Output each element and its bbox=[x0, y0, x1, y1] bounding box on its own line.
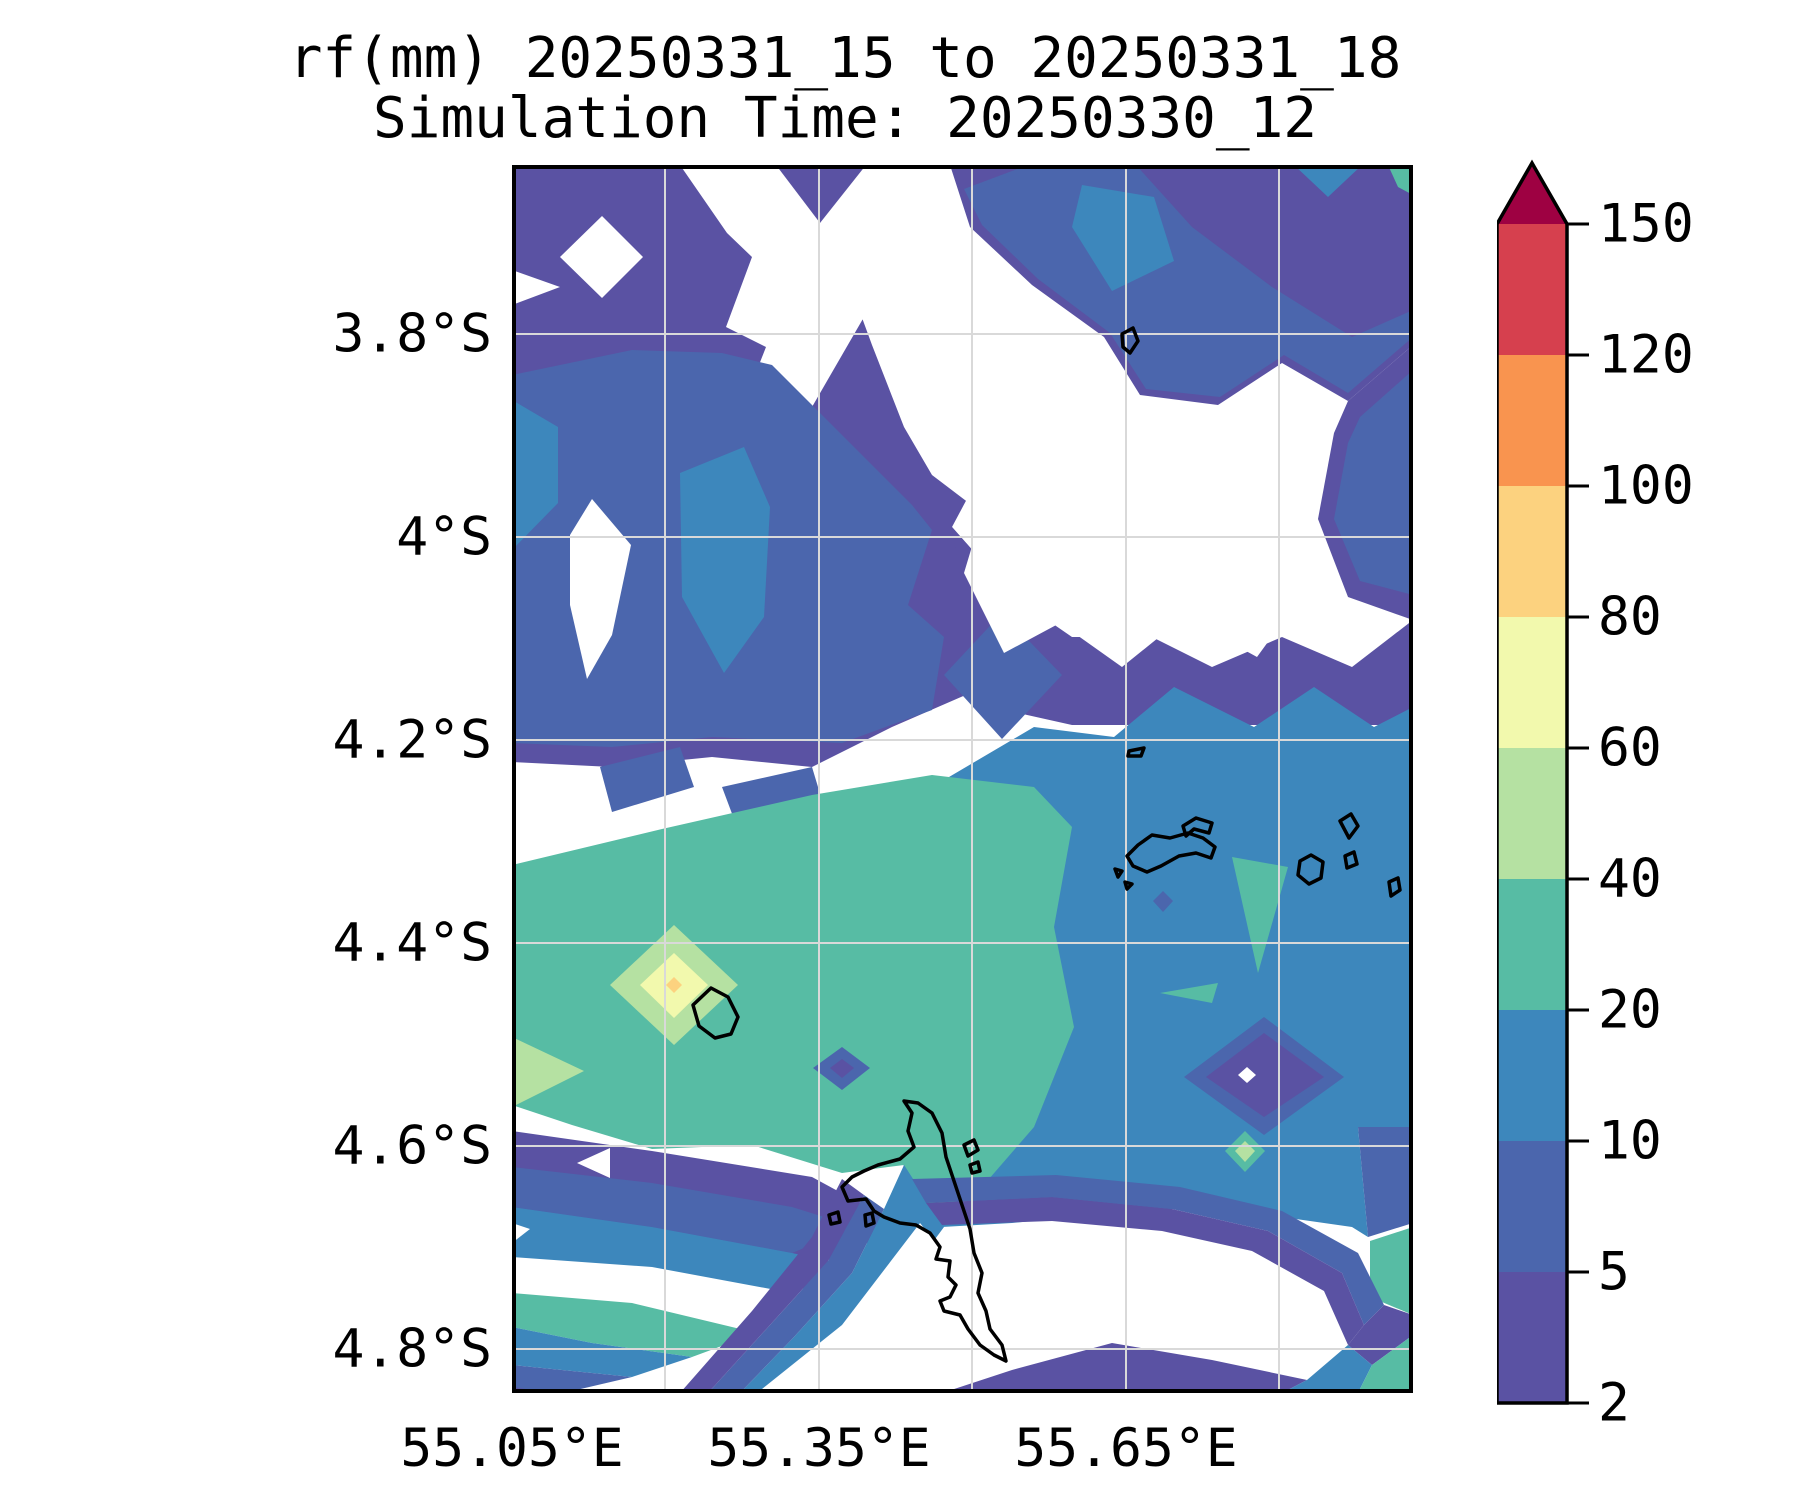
colorbar-segment bbox=[1497, 224, 1567, 356]
y-tick-label-5: 4.8°S bbox=[332, 1318, 492, 1380]
contour-region-80-100 bbox=[666, 977, 682, 993]
contour-region-2-5 bbox=[512, 165, 766, 413]
contour-region-5-10 bbox=[1153, 891, 1173, 912]
contour-region-lt2 bbox=[757, 1223, 1348, 1393]
coastline-felicite bbox=[1338, 812, 1360, 840]
colorbar-tick-label-2: 2 bbox=[1598, 1372, 1630, 1434]
coastline-silhouette bbox=[691, 986, 740, 1040]
colorbar-tick-label-80: 80 bbox=[1598, 586, 1662, 648]
coastline-north-island bbox=[1120, 326, 1140, 355]
colorbar-segment bbox=[1497, 355, 1567, 487]
x-tick-label-0: 55.05°E bbox=[400, 1418, 624, 1479]
colorbar-tick-label-100: 100 bbox=[1598, 455, 1694, 517]
coastline-east-islet bbox=[1387, 876, 1402, 898]
contour-region-2-5 bbox=[1206, 1033, 1324, 1117]
y-tick-label-3: 4.4°S bbox=[332, 912, 492, 974]
contour-region-20-40 bbox=[1388, 165, 1413, 195]
colorbar-segment bbox=[1497, 879, 1567, 1011]
map-frame bbox=[512, 165, 1413, 1393]
coastline-la-digue bbox=[1296, 853, 1325, 886]
colorbar-segment bbox=[1497, 1272, 1567, 1404]
colorbar-tick-label-5: 5 bbox=[1598, 1241, 1630, 1303]
colorbar-tick-label-60: 60 bbox=[1598, 717, 1662, 779]
contour-region-10-20 bbox=[512, 1207, 856, 1293]
plot-title: rf(mm) 20250331_15 to 20250331_18 bbox=[288, 26, 1402, 91]
colorbar-segment bbox=[1497, 1010, 1567, 1142]
contour-region-10-20 bbox=[512, 1327, 692, 1377]
coastline-mahe bbox=[840, 1099, 1008, 1363]
coastline-cousine bbox=[1123, 880, 1134, 891]
coastline-praslin bbox=[1125, 831, 1217, 874]
contour-region-lt2 bbox=[1238, 1067, 1256, 1083]
colorbar-tick-label-150: 150 bbox=[1598, 193, 1694, 255]
colorbar-segment bbox=[1497, 486, 1567, 618]
y-tick-label-2: 4.2°S bbox=[332, 709, 492, 771]
contour-region-10-20 bbox=[1282, 1345, 1372, 1393]
coastline-ste-anne bbox=[962, 1138, 980, 1158]
coastline-cerf bbox=[968, 1160, 982, 1175]
contour-region-5-10 bbox=[912, 1175, 1384, 1325]
contour-region-5-10 bbox=[1358, 1127, 1413, 1237]
contour-region-40-60 bbox=[512, 1037, 584, 1107]
contour-region-10-20 bbox=[680, 447, 770, 673]
colorbar-tick-label-10: 10 bbox=[1598, 1110, 1662, 1172]
contour-region-10-20 bbox=[1294, 165, 1362, 197]
plot-subtitle: Simulation Time: 20250330_12 bbox=[372, 86, 1318, 151]
contour-region-20-40 bbox=[512, 1293, 757, 1357]
colorbar-outline bbox=[1497, 159, 1569, 1405]
rainfall-contour-map bbox=[512, 165, 1413, 1393]
colorbar-segment bbox=[1497, 617, 1567, 749]
contour-region-lt2 bbox=[570, 499, 631, 679]
colorbar-extend-triangle bbox=[1497, 163, 1567, 224]
contour-region-5-10 bbox=[512, 1365, 632, 1391]
contour-region-20-40 bbox=[1160, 983, 1218, 1003]
contour-region-5-10 bbox=[600, 747, 694, 812]
contour-region-5-10 bbox=[708, 1195, 884, 1393]
contour-region-2-5 bbox=[926, 1197, 1364, 1345]
contour-region-2-5 bbox=[952, 527, 1413, 725]
colorbar-segment bbox=[1497, 748, 1567, 880]
x-tick-label-2: 55.65°E bbox=[1014, 1418, 1238, 1479]
coastline-conception bbox=[827, 1210, 842, 1226]
y-tick-label-1: 4°S bbox=[396, 506, 492, 568]
contour-region-lt2 bbox=[512, 270, 560, 305]
colorbar-segment bbox=[1497, 1141, 1567, 1273]
y-tick-label-4: 4.6°S bbox=[332, 1115, 492, 1177]
contour-region-5-10 bbox=[944, 613, 1062, 739]
x-tick-label-1: 55.35°E bbox=[707, 1418, 931, 1479]
coastline-curieuse bbox=[1181, 816, 1214, 838]
contour-region-20-40 bbox=[1370, 1227, 1413, 1315]
contour-region-lt2 bbox=[850, 195, 1302, 667]
coastline-marianne bbox=[1343, 850, 1359, 870]
contour-region-lt2 bbox=[512, 1223, 530, 1243]
coastline-therese bbox=[863, 1211, 876, 1228]
contour-region-5-10 bbox=[1334, 370, 1413, 595]
coastline-aride bbox=[1126, 746, 1146, 758]
contour-region-2-5 bbox=[776, 165, 866, 223]
colorbar bbox=[1497, 159, 1589, 1405]
colorbar-tick-label-120: 120 bbox=[1598, 324, 1694, 386]
contour-region-10-20 bbox=[1072, 185, 1174, 291]
y-tick-label-0: 3.8°S bbox=[332, 303, 492, 365]
colorbar-tick-label-20: 20 bbox=[1598, 979, 1662, 1041]
contour-region-2-5 bbox=[942, 1343, 1307, 1393]
contour-region-2-5 bbox=[830, 1059, 854, 1078]
contour-region-20-40 bbox=[1232, 857, 1288, 973]
contour-region-5-10 bbox=[512, 1167, 856, 1253]
contour-region-10-20 bbox=[512, 400, 558, 550]
coastline-cousin bbox=[1113, 867, 1124, 879]
contour-region-lt2 bbox=[577, 1148, 610, 1178]
contour-region-lt2 bbox=[560, 216, 643, 298]
colorbar-tick-label-40: 40 bbox=[1598, 848, 1662, 910]
